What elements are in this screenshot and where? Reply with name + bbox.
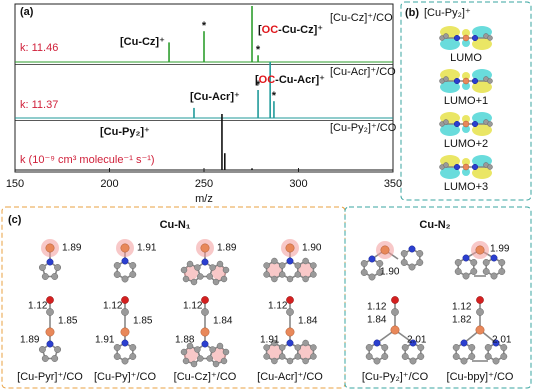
group-title: Cu-N₁: [160, 219, 191, 231]
orbital-image: [438, 111, 494, 137]
bond-length: 1.89: [217, 243, 237, 254]
molecule: [38, 296, 62, 363]
molecule: [360, 241, 424, 282]
bond-length: 1.88: [175, 335, 195, 346]
bond-length: 1.89: [20, 335, 40, 346]
series-name: [Cu-Acr]⁺/CO: [330, 66, 396, 78]
isotope-mark: *: [256, 79, 261, 91]
x-tick-label: 250: [195, 178, 213, 190]
peak-label: [Cu-Cz]⁺: [120, 36, 165, 48]
structure-name: [Cu-Py₂]⁺/CO: [362, 371, 429, 383]
orbital-image: [438, 68, 494, 94]
bond-length: 1.12: [452, 302, 472, 313]
panel-label: (c): [8, 214, 22, 226]
orbital-label: LUMO+2: [444, 138, 488, 150]
bond-length: 1.91: [137, 243, 157, 254]
bond-length: 1.84: [367, 315, 387, 326]
orbital-label: LUMO+3: [444, 181, 488, 193]
peak-label-part: OC: [259, 74, 276, 86]
peak-label: [Cu-Acr]⁺: [190, 91, 240, 103]
molecule: [262, 296, 318, 365]
peak-label: [Cu-Py₂]⁺: [100, 126, 150, 138]
bond-length: 1.85: [58, 316, 78, 327]
panel-label: (a): [20, 6, 34, 18]
molecule: [180, 296, 230, 368]
peak-label-part: [Cu-Cz]⁺: [120, 36, 165, 48]
peak-label-part: -Cu-Cz]⁺: [278, 24, 323, 36]
bond-length: 1.12: [183, 301, 203, 312]
peak-label-part: [Cu-Py₂]⁺: [100, 126, 150, 138]
molecule: [262, 239, 318, 283]
peak-label-part: [: [255, 74, 259, 86]
peak-label-part: [Cu-Acr]⁺: [190, 91, 240, 103]
bond-length: 1.91: [260, 335, 280, 346]
bond-length: 1.12: [268, 301, 288, 312]
k-label: k (10⁻⁹ cm³ molecule⁻¹ s⁻¹): [20, 154, 155, 166]
structure-name: [Cu-bpy]⁺/CO: [447, 371, 514, 383]
bond-length: 1.90: [380, 267, 400, 278]
orbital-image: [438, 25, 494, 51]
structure-name: [Cu-Cz]⁺/CO: [174, 371, 237, 383]
isotope-mark: *: [202, 20, 207, 32]
group-title: Cu-N₂: [419, 219, 450, 231]
molecule: [38, 239, 62, 281]
bond-length: 1.85: [133, 316, 153, 327]
bond-length: 1.12: [103, 301, 123, 312]
x-tick-label: 150: [6, 178, 24, 190]
bond-length: 1.84: [298, 316, 318, 327]
molecule: [365, 296, 425, 366]
orbital-image: [438, 154, 494, 180]
bond-length: 2.01: [407, 335, 427, 346]
structure-name: [Cu-Pyr]⁺/CO: [17, 371, 83, 383]
peak-label-part: -Cu-Acr]⁺: [275, 74, 325, 86]
molecule: [180, 239, 230, 286]
molecule: [452, 296, 508, 366]
bond-length: 1.91: [95, 335, 115, 346]
molecule: [113, 239, 137, 284]
bond-length: 1.82: [452, 315, 472, 326]
orbital-label: LUMO: [450, 52, 482, 64]
series-name: [Cu-Cz]⁺/CO: [330, 12, 393, 24]
isotope-mark: *: [272, 90, 277, 102]
bond-length: 1.12: [367, 302, 387, 313]
panel-c-right-frame: [344, 206, 532, 389]
bond-length: 1.89: [62, 243, 82, 254]
peak-label-part: OC: [262, 24, 279, 36]
molecule: [113, 296, 137, 366]
panel-b-frame: [400, 1, 532, 201]
orbital-label: LUMO+1: [444, 95, 488, 107]
series-name: [Cu-Py₂]⁺/CO: [330, 122, 397, 134]
x-axis-label: m/z: [195, 193, 213, 205]
bond-length: 1.84: [213, 316, 233, 327]
bond-length: 1.90: [302, 243, 322, 254]
molecule: [454, 241, 506, 281]
x-tick-label: 200: [100, 178, 118, 190]
bond-length: 1.12: [28, 301, 48, 312]
structure-name: [Cu-Py]⁺/CO: [94, 371, 156, 383]
panel-title: [Cu-Py₂]⁺: [424, 7, 471, 19]
x-tick-label: 350: [384, 178, 402, 190]
structure-name: [Cu-Acr]⁺/CO: [257, 371, 323, 383]
bond-length: 2.01: [492, 335, 512, 346]
bond-length: 1.99: [490, 244, 510, 255]
x-tick-label: 300: [289, 178, 307, 190]
peak-label: [OC-Cu-Cz]⁺: [258, 24, 323, 36]
isotope-mark: *: [256, 44, 261, 56]
k-label: k: 11.46: [20, 42, 58, 54]
peak-label: [OC-Cu-Acr]⁺: [255, 74, 325, 86]
k-label: k: 11.37: [20, 99, 58, 111]
peak-label-part: [: [258, 24, 262, 36]
panel-label: (b): [405, 7, 419, 19]
